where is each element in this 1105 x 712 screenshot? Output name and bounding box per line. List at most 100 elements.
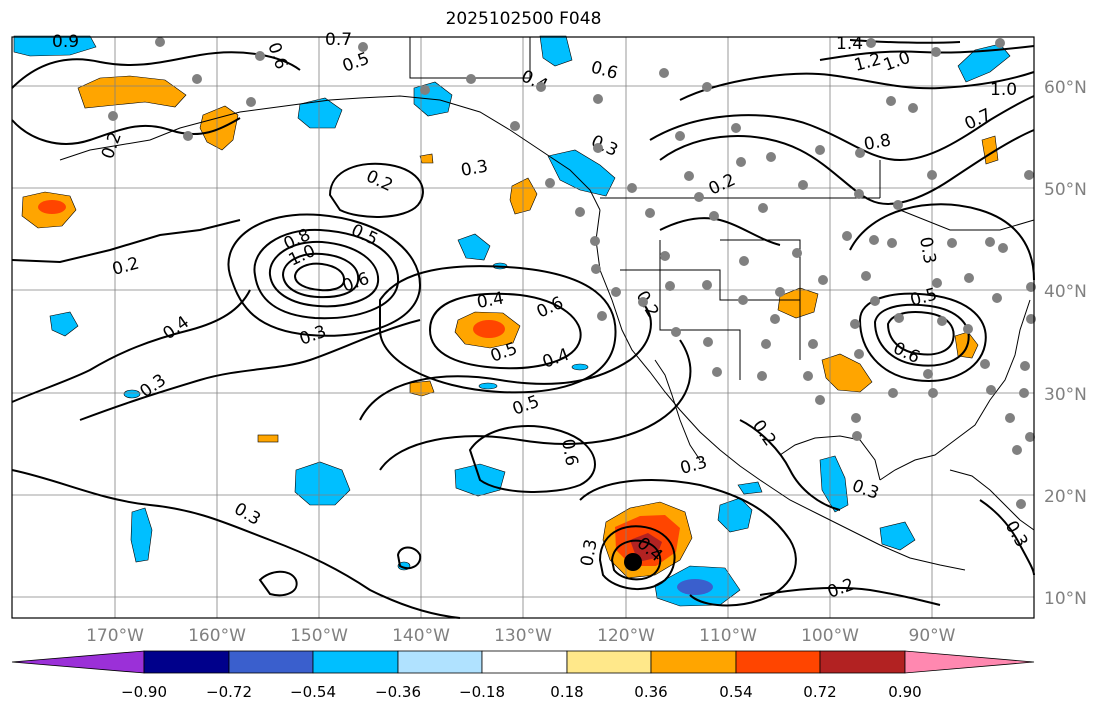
negative-anomaly-patch	[478, 382, 498, 390]
contour-line	[428, 292, 582, 370]
negative-anomaly-patch	[571, 363, 589, 371]
contour-line	[11, 289, 251, 403]
contour-label: 0.9	[52, 32, 79, 52]
colorbar-segment	[650, 650, 737, 674]
contour-line	[649, 95, 1035, 162]
contour-label: 1.0	[990, 80, 1017, 100]
contour-label: 0.7	[962, 105, 995, 135]
positive-anomaly-patch	[257, 434, 279, 443]
contour-line	[468, 425, 596, 493]
colorbar-tick-label: 0.18	[550, 683, 584, 701]
contour-label: 0.6	[557, 437, 581, 467]
positive-anomaly-patch	[409, 380, 435, 397]
coastlines	[59, 37, 1035, 571]
positive-anomaly-patch	[821, 353, 873, 393]
colorbar-segment	[735, 650, 821, 674]
colorbar-segment	[481, 650, 568, 674]
lon-tick-label: 140°W	[392, 626, 450, 646]
contour-line	[11, 469, 461, 619]
contour-line	[979, 499, 1035, 576]
colorbar-tick-label: 0.54	[719, 683, 753, 701]
lat-tick-label: 20°N	[1044, 487, 1087, 507]
map-frame	[11, 36, 1035, 619]
negative-anomaly-patch	[297, 97, 343, 129]
contour-line	[11, 117, 241, 145]
contours	[11, 39, 1035, 619]
contour-line	[659, 129, 1035, 205]
lon-tick-label: 130°W	[494, 626, 552, 646]
contour-line	[739, 419, 841, 511]
colorbar-tick-label: −0.72	[206, 683, 252, 701]
contour-label: 0.6	[534, 293, 567, 323]
contour-line	[79, 319, 421, 421]
contour-label: 0.7	[325, 30, 352, 50]
colorbar-tick-label: 0.72	[803, 683, 837, 701]
negative-anomaly-patch	[539, 35, 573, 67]
colorbar-tick-label: −0.90	[121, 683, 167, 701]
contour-label: 0.2	[98, 129, 126, 161]
contour-label: 0.3	[577, 538, 601, 568]
negative-anomaly-patch	[547, 149, 616, 197]
lon-tick-label: 90°W	[908, 626, 956, 646]
contour-line	[281, 252, 360, 299]
contour-label: 0.4	[475, 289, 505, 313]
positive-anomaly-core	[38, 200, 66, 214]
contour-label: 0.2	[706, 170, 739, 200]
negative-anomaly-patch	[737, 481, 763, 495]
contour-line	[679, 71, 1035, 101]
negative-anomaly-patch	[717, 497, 753, 533]
colorbar-segment	[397, 650, 483, 674]
contour-label: 0.3	[678, 453, 709, 479]
contour-line	[886, 311, 955, 356]
contour-line	[858, 292, 987, 382]
contour-line	[759, 586, 941, 606]
negative-anomaly-core	[677, 579, 713, 595]
colorbar-segment	[566, 650, 652, 674]
negative-anomaly-areas	[13, 35, 1011, 607]
contour-line	[227, 213, 422, 337]
colorbar-extend-low	[11, 650, 145, 674]
negative-anomaly-patch	[13, 35, 97, 57]
lat-tick-label: 50°N	[1044, 180, 1087, 200]
contour-label: 1.4	[836, 34, 863, 54]
contour-label: 0.2	[748, 416, 780, 450]
contour-label: 0.4	[159, 312, 193, 344]
lon-tick-label: 100°W	[801, 626, 859, 646]
contour-line	[873, 303, 970, 367]
colorbar-extend-high	[904, 650, 1035, 674]
lat-tick-label: 10°N	[1044, 589, 1087, 609]
contour-label: 0.6	[589, 58, 620, 84]
contour-label: 0.3	[459, 157, 489, 181]
negative-anomaly-patch	[957, 43, 1011, 83]
lon-tick-label: 110°W	[699, 626, 757, 646]
contour-label: 0.6	[263, 40, 291, 72]
contour-label: 0.5	[340, 49, 372, 77]
contour-line	[579, 479, 797, 607]
colorbar-tick-label: −0.18	[459, 683, 505, 701]
lat-tick-label: 60°N	[1044, 78, 1087, 98]
contour-line	[849, 203, 1035, 281]
contour-line	[396, 546, 422, 570]
storm-center-marker	[624, 553, 642, 571]
contour-label: 0.3	[849, 476, 881, 504]
contour-label: 0.4	[540, 345, 572, 373]
contour-line	[258, 570, 298, 597]
contour-line	[268, 240, 380, 308]
colorbar-segment	[819, 650, 906, 674]
positive-anomaly-patch	[419, 153, 434, 164]
colorbar-tick-label: −0.54	[290, 683, 336, 701]
negative-anomaly-patch	[457, 233, 491, 261]
negative-anomaly-patch	[130, 507, 153, 563]
contour-label: 0.3	[297, 322, 329, 350]
map-title: 2025102500 F048	[445, 9, 602, 29]
colorbar-tick-label: −0.36	[375, 683, 421, 701]
colorbar-segment	[143, 650, 230, 674]
negative-anomaly-patch	[294, 461, 351, 506]
contour-label: 0.3	[136, 370, 170, 402]
contour-line	[598, 525, 676, 591]
colorbar-segment	[312, 650, 399, 674]
contour-line	[659, 217, 781, 246]
contour-line	[819, 45, 1035, 61]
colorbar-tick-label: 0.36	[634, 683, 668, 701]
